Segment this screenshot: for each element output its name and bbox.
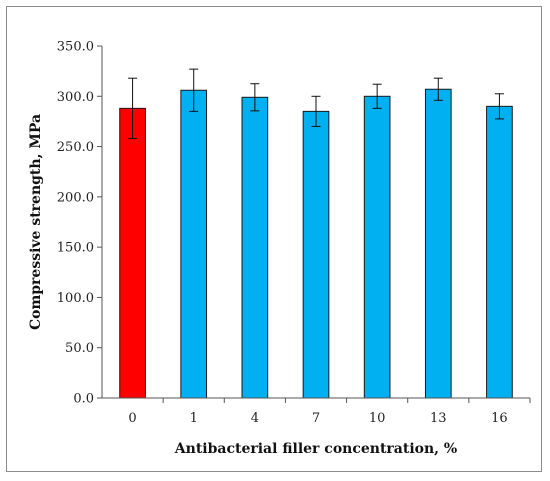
error-bars (128, 68, 504, 140)
x-tick-label: 1 (190, 411, 198, 426)
y-tick-label: 350.0 (57, 40, 94, 55)
y-tick-label: 50.0 (65, 341, 94, 356)
x-tick-label: 10 (369, 411, 386, 426)
bars (119, 88, 513, 399)
bar-16 (486, 105, 513, 399)
x-tick-label: 13 (430, 411, 447, 426)
y-tick-label: 300.0 (57, 90, 94, 105)
bar-10 (363, 95, 391, 399)
y-axis-title: Compressive strength, MPa (28, 114, 44, 330)
x-tick-label: 0 (128, 411, 136, 426)
y-tick-label: 200.0 (57, 190, 94, 205)
bar-4 (241, 96, 269, 399)
bar-13 (424, 88, 452, 399)
bar-7 (302, 110, 330, 399)
y-tick-label: 250.0 (57, 140, 94, 155)
bar-1 (180, 89, 208, 399)
x-tick-label: 16 (491, 411, 508, 426)
x-tick-label: 7 (312, 411, 320, 426)
y-tick-label: 150.0 (57, 241, 94, 256)
x-axis-ticks: 0 1 4 7 10 13 16 (128, 398, 531, 426)
y-tick-label: 100.0 (57, 291, 94, 306)
bar-0 (119, 107, 146, 399)
y-axis-ticks: 0.0 50.0 100.0 150.0 200.0 250.0 300.0 350.0 (57, 40, 102, 407)
y-tick-label: 0.0 (73, 392, 94, 407)
x-tick-label: 4 (251, 411, 259, 426)
x-axis-title: Antibacterial filler concentration, % (174, 441, 457, 457)
chart-frame (6, 6, 542, 472)
